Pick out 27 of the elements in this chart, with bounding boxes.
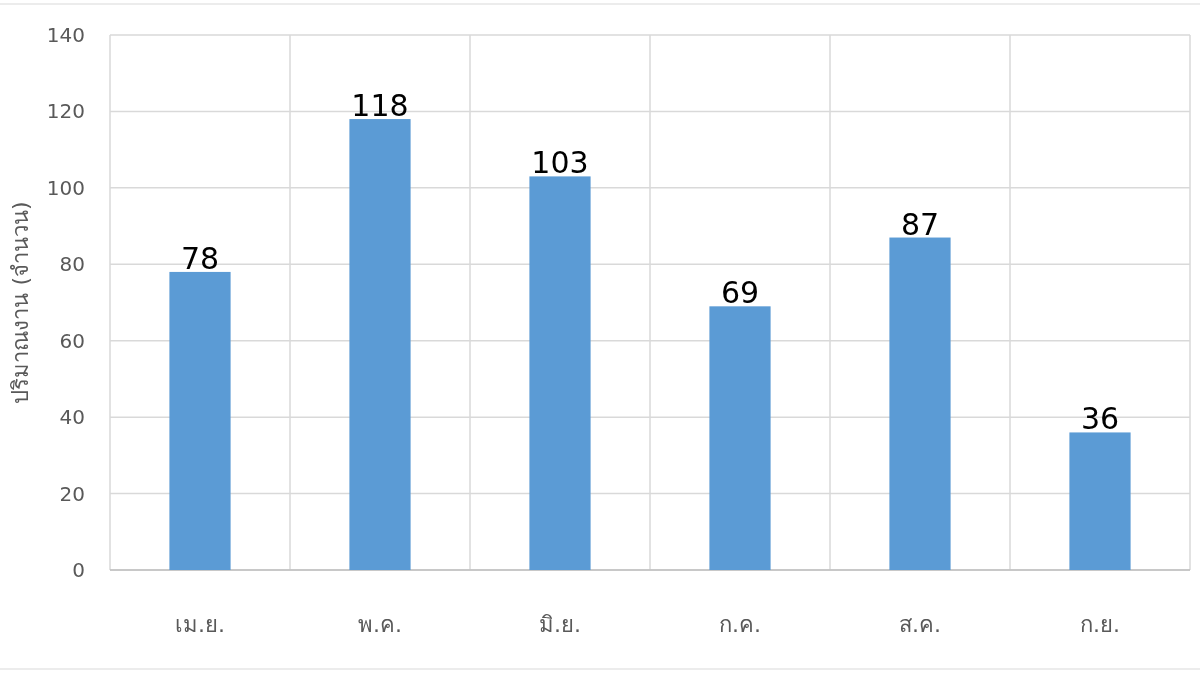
- data-label: 78: [180, 240, 220, 276]
- x-tick-label: เม.ย.: [175, 612, 225, 637]
- x-tick-label: ส.ค.: [899, 612, 941, 637]
- x-tick-label: ก.ย.: [1080, 612, 1120, 637]
- y-tick-label: 40: [59, 405, 85, 430]
- bar: [169, 271, 231, 570]
- y-tick-label: 80: [59, 252, 85, 277]
- y-tick-label: 20: [59, 481, 85, 506]
- bar: [349, 119, 411, 570]
- data-label: 87: [900, 206, 940, 242]
- y-tick-label: 0: [72, 558, 85, 582]
- data-label: 118: [351, 88, 409, 124]
- x-tick-label: มิ.ย.: [539, 612, 581, 637]
- bar: [529, 176, 591, 570]
- y-axis-title: ปริมาณงาน (จำนวน): [8, 201, 33, 404]
- x-tick-label: พ.ค.: [358, 612, 402, 637]
- bar: [889, 237, 951, 570]
- x-tick-label: ก.ค.: [719, 612, 761, 637]
- y-tick-label: 60: [59, 328, 85, 353]
- y-tick-label: 120: [46, 99, 85, 124]
- data-label: 103: [531, 145, 589, 181]
- y-tick-label: 100: [46, 175, 85, 200]
- data-label: 69: [720, 275, 760, 311]
- y-tick-label: 140: [46, 23, 85, 47]
- bar: [709, 306, 771, 570]
- bar: [1069, 432, 1131, 570]
- data-label: 36: [1080, 401, 1120, 437]
